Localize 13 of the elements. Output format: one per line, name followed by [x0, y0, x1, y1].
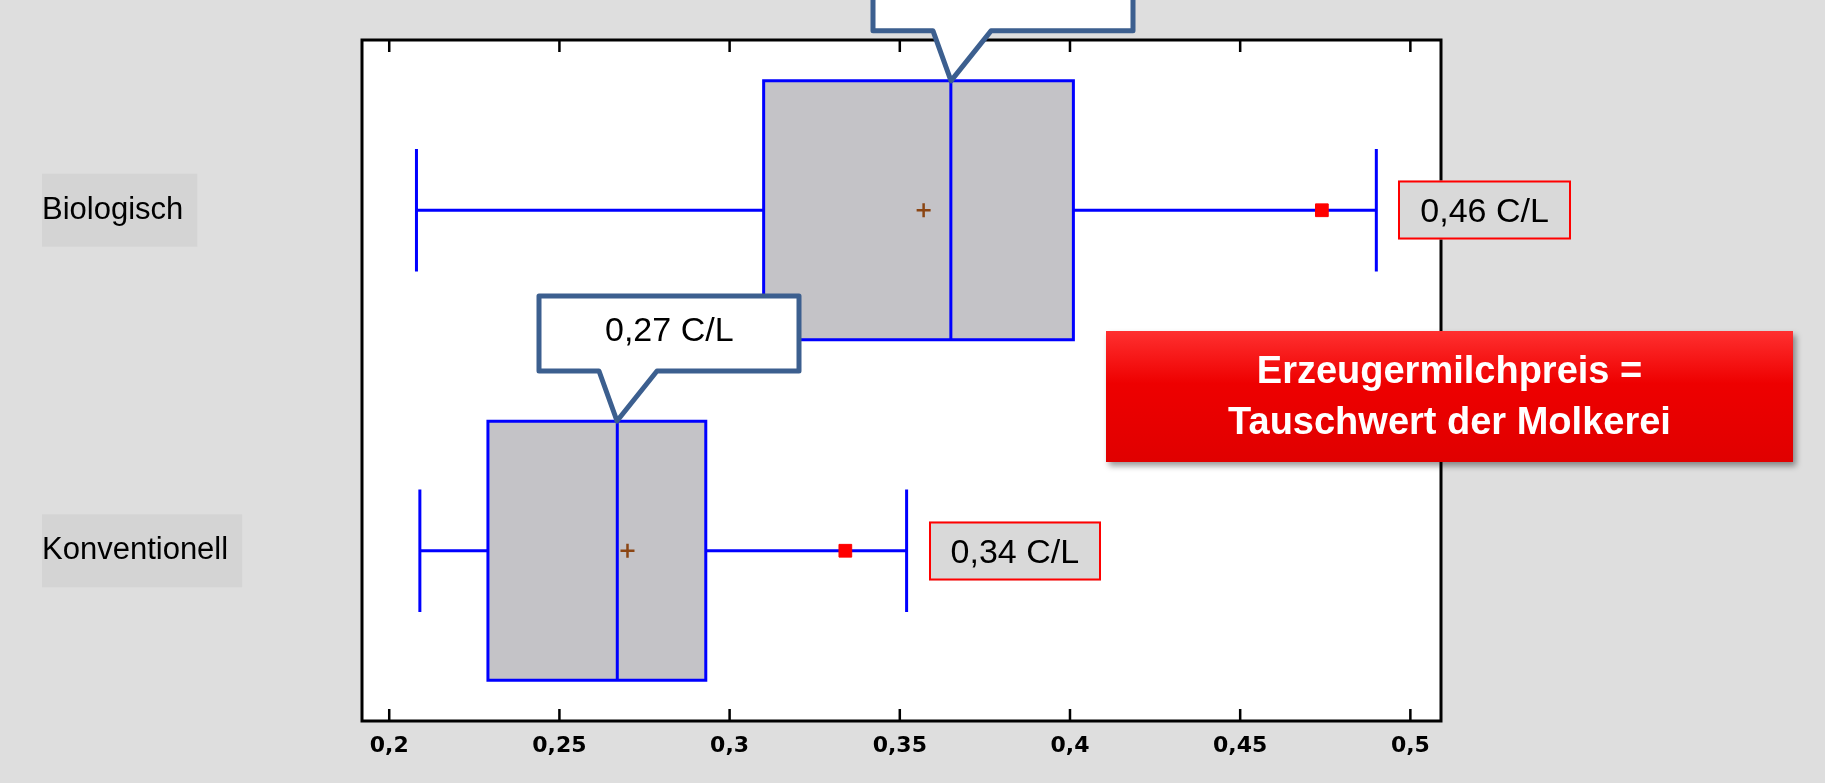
x-tick-label: 0,45 — [1213, 731, 1268, 757]
annotation: 0,27 C/L — [604, 310, 735, 350]
x-tick-label: 0,4 — [1050, 731, 1090, 757]
banner-box: Erzeugermilchpreis = Tauschwert der Molkerei — [1106, 331, 1793, 462]
y-tick-label: Biologisch — [42, 190, 184, 226]
x-tick-label: 0,5 — [1390, 731, 1430, 757]
x-tick-label: 0,35 — [872, 731, 927, 757]
y-tick-label: Konventionell — [42, 531, 229, 567]
x-tick-label: 0,2 — [369, 731, 409, 757]
x-tick-label: 0,3 — [710, 731, 750, 757]
annotation: 0,34 C/L — [928, 521, 1102, 581]
x-tick-label: 0,25 — [532, 731, 587, 757]
annotation: 0,46 C/L — [1398, 180, 1571, 240]
